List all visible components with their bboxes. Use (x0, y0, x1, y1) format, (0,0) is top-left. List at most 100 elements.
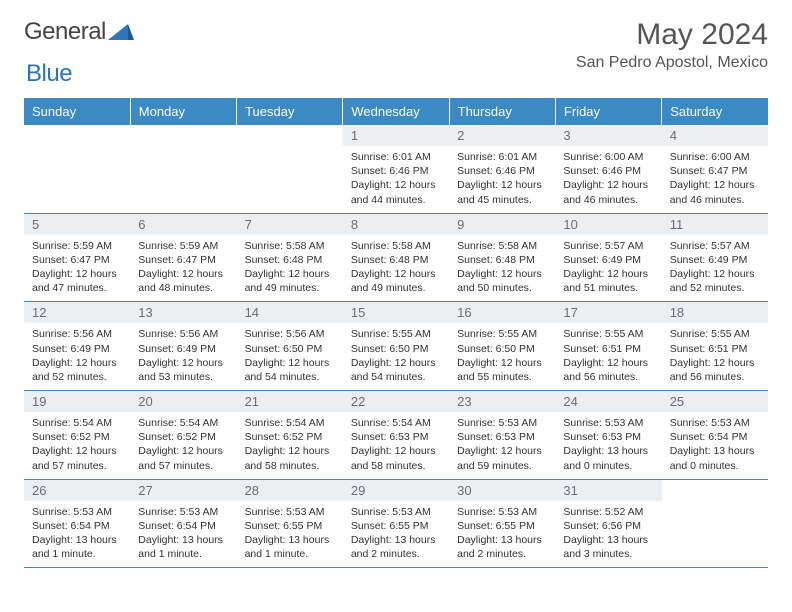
calendar-cell: 30Sunrise: 5:53 AMSunset: 6:55 PMDayligh… (449, 479, 555, 568)
day-number: 11 (662, 214, 768, 235)
day-content: Sunrise: 5:54 AMSunset: 6:52 PMDaylight:… (130, 412, 236, 479)
day-number: 6 (130, 214, 236, 235)
calendar-cell: 11Sunrise: 5:57 AMSunset: 6:49 PMDayligh… (662, 213, 768, 302)
sunset-text: Sunset: 6:56 PM (563, 519, 653, 533)
sunrise-text: Sunrise: 5:56 AM (32, 327, 122, 341)
sunrise-text: Sunrise: 5:53 AM (245, 505, 335, 519)
day-content: Sunrise: 5:53 AMSunset: 6:54 PMDaylight:… (24, 501, 130, 568)
day-content: Sunrise: 5:55 AMSunset: 6:50 PMDaylight:… (449, 323, 555, 390)
sunrise-text: Sunrise: 5:55 AM (457, 327, 547, 341)
sunset-text: Sunset: 6:55 PM (457, 519, 547, 533)
day-number: 4 (662, 125, 768, 146)
calendar-cell: 20Sunrise: 5:54 AMSunset: 6:52 PMDayligh… (130, 391, 236, 480)
sunrise-text: Sunrise: 5:53 AM (670, 416, 760, 430)
day-content: Sunrise: 5:53 AMSunset: 6:55 PMDaylight:… (343, 501, 449, 568)
day-number: 3 (555, 125, 661, 146)
title-block: May 2024 San Pedro Apostol, Mexico (576, 18, 768, 72)
daylight-text-line2: and 57 minutes. (138, 459, 228, 473)
calendar-cell (237, 125, 343, 213)
daylight-text-line1: Daylight: 12 hours (351, 356, 441, 370)
daylight-text-line1: Daylight: 13 hours (138, 533, 228, 547)
day-content: Sunrise: 5:55 AMSunset: 6:50 PMDaylight:… (343, 323, 449, 390)
day-number: 30 (449, 480, 555, 501)
calendar-cell: 22Sunrise: 5:54 AMSunset: 6:53 PMDayligh… (343, 391, 449, 480)
calendar-cell: 6Sunrise: 5:59 AMSunset: 6:47 PMDaylight… (130, 213, 236, 302)
daylight-text-line1: Daylight: 12 hours (138, 267, 228, 281)
day-content: Sunrise: 5:59 AMSunset: 6:47 PMDaylight:… (24, 235, 130, 302)
calendar-cell: 13Sunrise: 5:56 AMSunset: 6:49 PMDayligh… (130, 302, 236, 391)
calendar-table: Sunday Monday Tuesday Wednesday Thursday… (24, 98, 768, 568)
sunset-text: Sunset: 6:46 PM (563, 164, 653, 178)
daylight-text-line2: and 1 minute. (32, 547, 122, 561)
sunset-text: Sunset: 6:49 PM (670, 253, 760, 267)
day-content: Sunrise: 5:58 AMSunset: 6:48 PMDaylight:… (449, 235, 555, 302)
day-content: Sunrise: 6:00 AMSunset: 6:46 PMDaylight:… (555, 146, 661, 213)
daylight-text-line2: and 2 minutes. (457, 547, 547, 561)
daylight-text-line2: and 54 minutes. (245, 370, 335, 384)
location-label: San Pedro Apostol, Mexico (576, 54, 768, 72)
daylight-text-line1: Daylight: 12 hours (563, 356, 653, 370)
calendar-cell: 1Sunrise: 6:01 AMSunset: 6:46 PMDaylight… (343, 125, 449, 213)
calendar-cell: 23Sunrise: 5:53 AMSunset: 6:53 PMDayligh… (449, 391, 555, 480)
daylight-text-line2: and 0 minutes. (670, 459, 760, 473)
sunrise-text: Sunrise: 6:00 AM (563, 150, 653, 164)
calendar-week-row: 19Sunrise: 5:54 AMSunset: 6:52 PMDayligh… (24, 391, 768, 480)
sunset-text: Sunset: 6:55 PM (245, 519, 335, 533)
sunrise-text: Sunrise: 5:53 AM (32, 505, 122, 519)
daylight-text-line2: and 0 minutes. (563, 459, 653, 473)
daylight-text-line1: Daylight: 12 hours (457, 444, 547, 458)
sunrise-text: Sunrise: 5:57 AM (563, 239, 653, 253)
day-header-row: Sunday Monday Tuesday Wednesday Thursday… (24, 98, 768, 125)
day-content: Sunrise: 5:58 AMSunset: 6:48 PMDaylight:… (237, 235, 343, 302)
day-content: Sunrise: 6:00 AMSunset: 6:47 PMDaylight:… (662, 146, 768, 213)
logo-word1: General (24, 18, 106, 46)
logo-triangle-icon (108, 22, 134, 42)
daylight-text-line1: Daylight: 12 hours (138, 444, 228, 458)
day-number: 7 (237, 214, 343, 235)
sunset-text: Sunset: 6:52 PM (138, 430, 228, 444)
day-number: 15 (343, 302, 449, 323)
daylight-text-line2: and 2 minutes. (351, 547, 441, 561)
daylight-text-line2: and 53 minutes. (138, 370, 228, 384)
daylight-text-line1: Daylight: 12 hours (351, 444, 441, 458)
day-number: 22 (343, 391, 449, 412)
daylight-text-line1: Daylight: 13 hours (32, 533, 122, 547)
daylight-text-line1: Daylight: 12 hours (457, 267, 547, 281)
daylight-text-line2: and 47 minutes. (32, 281, 122, 295)
daylight-text-line1: Daylight: 12 hours (245, 356, 335, 370)
daylight-text-line2: and 58 minutes. (351, 459, 441, 473)
calendar-week-row: 12Sunrise: 5:56 AMSunset: 6:49 PMDayligh… (24, 302, 768, 391)
sunset-text: Sunset: 6:54 PM (32, 519, 122, 533)
calendar-cell: 24Sunrise: 5:53 AMSunset: 6:53 PMDayligh… (555, 391, 661, 480)
day-content: Sunrise: 5:58 AMSunset: 6:48 PMDaylight:… (343, 235, 449, 302)
sunset-text: Sunset: 6:54 PM (670, 430, 760, 444)
calendar-cell: 5Sunrise: 5:59 AMSunset: 6:47 PMDaylight… (24, 213, 130, 302)
day-content: Sunrise: 5:53 AMSunset: 6:55 PMDaylight:… (449, 501, 555, 568)
calendar-cell: 8Sunrise: 5:58 AMSunset: 6:48 PMDaylight… (343, 213, 449, 302)
sunset-text: Sunset: 6:53 PM (563, 430, 653, 444)
sunset-text: Sunset: 6:51 PM (670, 342, 760, 356)
calendar-cell: 28Sunrise: 5:53 AMSunset: 6:55 PMDayligh… (237, 479, 343, 568)
sunrise-text: Sunrise: 5:55 AM (351, 327, 441, 341)
calendar-cell: 7Sunrise: 5:58 AMSunset: 6:48 PMDaylight… (237, 213, 343, 302)
calendar-cell: 2Sunrise: 6:01 AMSunset: 6:46 PMDaylight… (449, 125, 555, 213)
day-header: Sunday (24, 98, 130, 125)
sunrise-text: Sunrise: 6:00 AM (670, 150, 760, 164)
daylight-text-line1: Daylight: 13 hours (351, 533, 441, 547)
daylight-text-line2: and 1 minute. (138, 547, 228, 561)
daylight-text-line1: Daylight: 12 hours (351, 267, 441, 281)
sunrise-text: Sunrise: 5:58 AM (351, 239, 441, 253)
day-number: 29 (343, 480, 449, 501)
day-header: Saturday (662, 98, 768, 125)
day-content: Sunrise: 5:56 AMSunset: 6:49 PMDaylight:… (130, 323, 236, 390)
daylight-text-line2: and 49 minutes. (351, 281, 441, 295)
daylight-text-line1: Daylight: 13 hours (457, 533, 547, 547)
calendar-week-row: 26Sunrise: 5:53 AMSunset: 6:54 PMDayligh… (24, 479, 768, 568)
day-header: Friday (555, 98, 661, 125)
month-title: May 2024 (576, 18, 768, 52)
daylight-text-line2: and 46 minutes. (563, 193, 653, 207)
calendar-cell (24, 125, 130, 213)
daylight-text-line2: and 57 minutes. (32, 459, 122, 473)
sunrise-text: Sunrise: 5:54 AM (32, 416, 122, 430)
sunset-text: Sunset: 6:50 PM (457, 342, 547, 356)
